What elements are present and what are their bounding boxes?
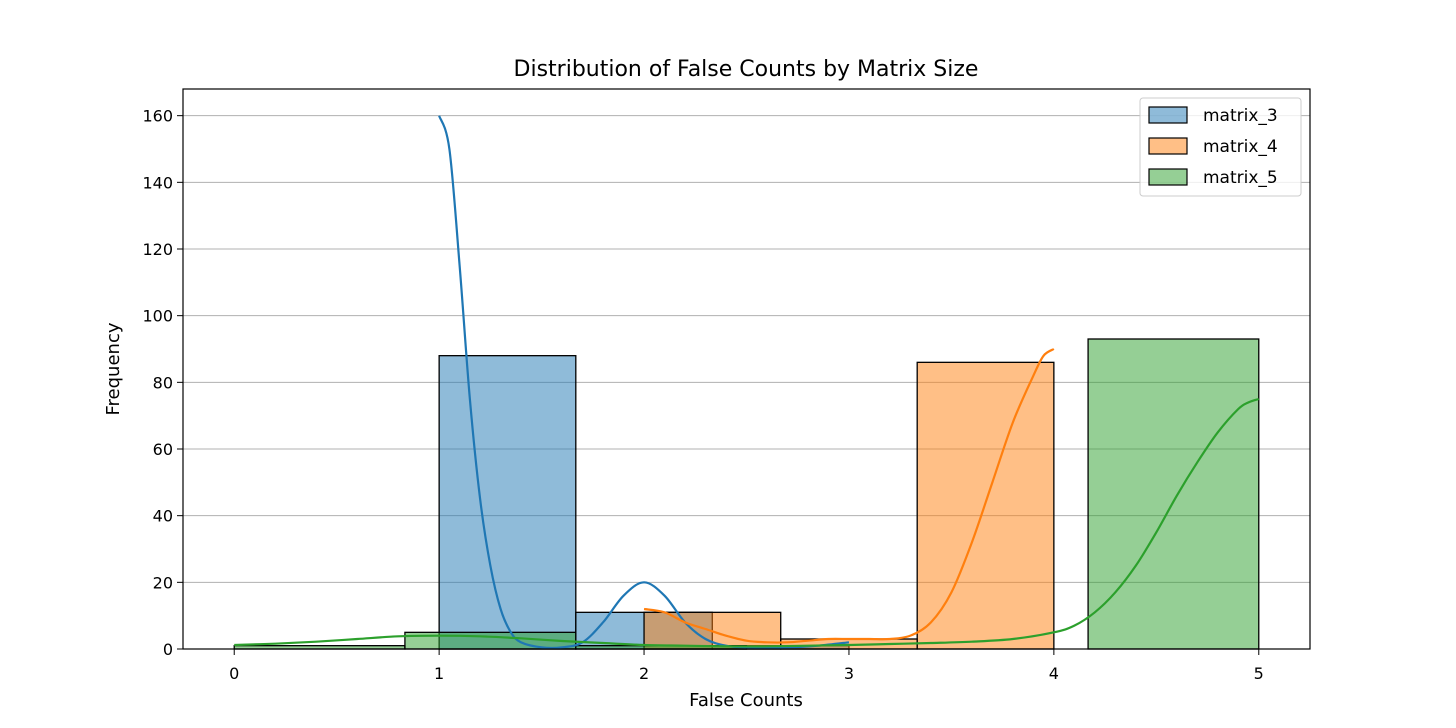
x-tick-label: 5 [1254, 664, 1264, 683]
legend-label-matrix_5: matrix_5 [1203, 168, 1278, 188]
kde-matrix_5 [234, 397, 1260, 648]
y-tick-label: 60 [153, 440, 173, 459]
x-tick-label: 0 [229, 664, 239, 683]
y-tick-label: 80 [153, 373, 173, 392]
x-axis-ticks: 0 1 2 3 4 5 [229, 649, 1264, 683]
legend-label-matrix_3: matrix_3 [1203, 106, 1278, 126]
bar-matrix_3 [438, 355, 577, 650]
x-tick-label: 1 [434, 664, 444, 683]
y-axis-ticks: 0 20 40 60 80 100 120 140 160 [142, 107, 183, 659]
legend-swatch-matrix_5 [1148, 168, 1188, 186]
y-tick-label: 120 [142, 240, 173, 259]
legend: matrix_3 matrix_4 matrix_5 [1139, 97, 1302, 197]
x-axis-label: False Counts [689, 690, 803, 711]
bar-matrix_5 [1087, 338, 1260, 650]
y-tick-label: 0 [163, 640, 173, 659]
x-tick-label: 3 [844, 664, 854, 683]
legend-label-matrix_4: matrix_4 [1203, 137, 1278, 157]
y-tick-label: 20 [153, 573, 173, 592]
y-axis-label: Frequency [103, 322, 124, 415]
kde-curves [234, 115, 1260, 650]
x-tick-label: 4 [1049, 664, 1059, 683]
kde-matrix_4 [643, 348, 1055, 644]
legend-swatch-matrix_4 [1148, 137, 1188, 155]
y-tick-label: 40 [153, 507, 173, 526]
y-tick-label: 160 [142, 107, 173, 126]
plot-frame [182, 88, 1311, 650]
chart-title: Distribution of False Counts by Matrix S… [514, 57, 979, 82]
x-tick-label: 2 [639, 664, 649, 683]
y-tick-label: 140 [142, 173, 173, 192]
legend-swatch-matrix_3 [1148, 106, 1188, 124]
grid-lines [183, 115, 1310, 583]
y-tick-label: 100 [142, 307, 173, 326]
